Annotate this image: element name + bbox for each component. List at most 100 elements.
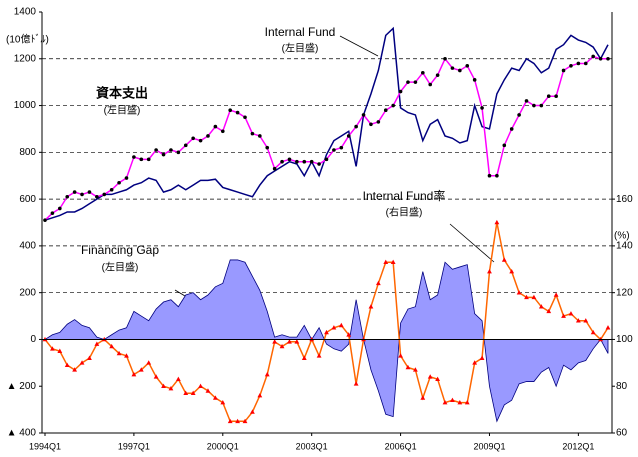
point-marker: [287, 157, 292, 162]
point-marker: [235, 110, 240, 115]
point-marker: [598, 56, 603, 61]
point-marker: [383, 108, 388, 113]
y-tick-label: 400: [19, 241, 36, 252]
point-marker: [413, 80, 418, 84]
axes: ▲ 400 ▲ 200 0 200 400 600 800 1000 1200 1400 60 80 1…: [7, 7, 633, 452]
point-marker: [280, 159, 284, 164]
point-marker: [553, 292, 559, 297]
point-marker: [383, 259, 389, 265]
point-marker: [606, 56, 610, 61]
point-marker: [554, 94, 558, 98]
point-marker: [132, 155, 136, 159]
point-marker: [494, 219, 500, 225]
gap-area: [43, 259, 609, 423]
unit-label: (10億ﾄﾞﾙ): [6, 33, 49, 46]
point-marker: [139, 157, 144, 162]
point-marker: [227, 418, 233, 424]
point-marker: [354, 124, 358, 129]
grid: [42, 58, 612, 294]
point-marker: [190, 390, 196, 396]
point-marker: [561, 68, 566, 73]
point-marker: [405, 364, 411, 370]
point-marker: [161, 152, 166, 157]
point-marker: [228, 108, 232, 113]
point-marker: [450, 397, 455, 403]
point-marker: [375, 280, 381, 286]
point-marker: [472, 78, 477, 82]
point-marker: [168, 385, 174, 391]
point-marker: [109, 187, 114, 192]
point-marker: [480, 106, 484, 110]
point-marker: [583, 318, 589, 323]
annotation-note: (右目盛): [386, 206, 423, 219]
point-marker: [428, 82, 433, 87]
point-marker: [324, 329, 329, 335]
point-marker: [242, 418, 248, 424]
y2-tick-label: 60: [616, 428, 628, 439]
point-marker: [583, 61, 588, 66]
point-marker: [576, 61, 581, 66]
point-marker: [116, 350, 122, 356]
point-marker: [87, 355, 92, 360]
point-marker: [332, 148, 336, 152]
x-tick-label: 2000Q1: [207, 441, 239, 451]
annotation-note: (左目盛): [102, 261, 139, 274]
point-marker: [50, 211, 55, 215]
point-marker: [198, 138, 203, 143]
point-marker: [338, 322, 344, 328]
point-marker: [605, 325, 611, 330]
point-marker: [169, 148, 173, 152]
y-tick-label: 800: [19, 147, 36, 158]
point-marker: [532, 103, 536, 108]
point-marker: [538, 304, 544, 309]
x-tick-label: 1994Q1: [29, 441, 61, 451]
point-marker: [368, 304, 374, 309]
point-marker: [435, 73, 440, 77]
y-tick-label: 1200: [14, 53, 37, 64]
point-marker: [272, 339, 278, 344]
point-marker: [331, 325, 337, 330]
point-marker: [198, 383, 203, 389]
x-tick-label: 2003Q1: [296, 441, 328, 451]
point-marker: [346, 332, 352, 337]
point-marker: [57, 348, 63, 353]
point-marker: [309, 159, 314, 164]
point-marker: [43, 218, 47, 222]
point-marker: [58, 206, 62, 211]
point-marker: [442, 399, 448, 405]
point-marker: [272, 166, 277, 171]
point-marker: [264, 371, 270, 377]
point-marker: [495, 173, 499, 178]
y2-tick-label: 100: [616, 334, 633, 345]
point-marker: [443, 56, 447, 61]
y-tick-label: 0: [30, 334, 36, 345]
point-marker: [339, 145, 344, 150]
point-marker: [205, 388, 211, 393]
point-marker: [50, 346, 55, 351]
point-marker: [183, 143, 188, 148]
point-marker: [450, 66, 455, 70]
point-marker: [250, 409, 255, 414]
annotation-note: (左目盛): [282, 42, 319, 55]
point-marker: [369, 122, 373, 127]
plot: [42, 26, 611, 424]
point-marker: [243, 115, 247, 120]
point-marker: [235, 418, 241, 424]
point-marker: [154, 148, 158, 152]
series-line: [44, 26, 609, 221]
point-marker: [427, 374, 433, 379]
point-marker: [472, 360, 478, 365]
point-marker: [220, 399, 226, 405]
x-tick-label: 2006Q1: [385, 441, 417, 451]
point-marker: [212, 395, 218, 400]
point-marker: [509, 269, 515, 274]
point-marker: [161, 383, 166, 389]
point-marker: [487, 173, 492, 178]
point-marker: [539, 103, 544, 108]
x-tick-label: 1997Q1: [118, 441, 150, 451]
point-marker: [95, 194, 99, 199]
point-marker: [287, 339, 292, 344]
point-marker: [191, 136, 195, 141]
point-marker: [302, 159, 307, 164]
point-marker: [153, 374, 159, 379]
